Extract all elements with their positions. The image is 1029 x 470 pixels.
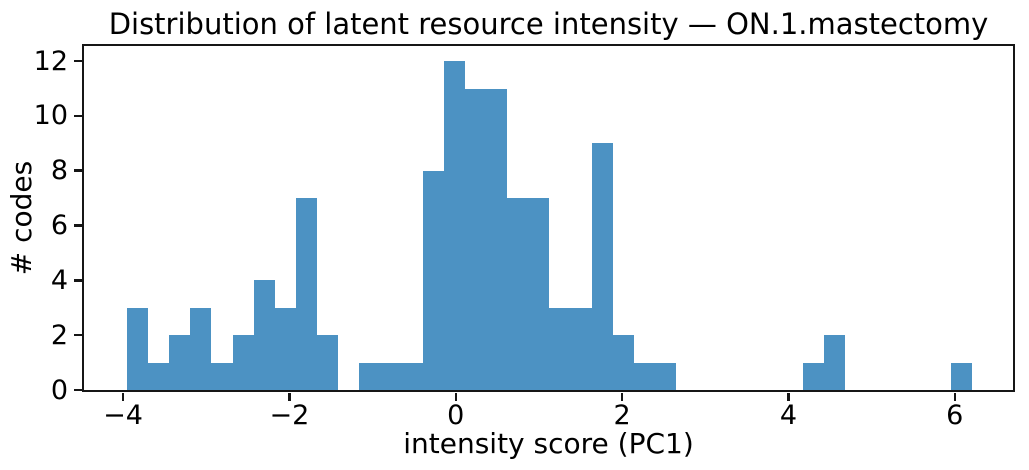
histogram-bar [950, 362, 972, 390]
histogram-bar [295, 198, 318, 390]
chart-title: Distribution of latent resource intensit… [108, 7, 989, 41]
histogram-bar [148, 362, 170, 390]
x-tick-mark [953, 392, 957, 401]
x-tick-label: 0 [447, 400, 465, 431]
x-tick-mark [121, 392, 125, 401]
y-tick-mark [73, 279, 82, 282]
y-tick-mark [73, 114, 82, 118]
histogram-bar [359, 362, 381, 390]
histogram-bar [591, 143, 613, 390]
y-tick-mark [73, 333, 82, 337]
y-tick-mark [73, 388, 82, 392]
histogram-bar [169, 335, 191, 390]
y-tick-label: 2 [50, 319, 68, 351]
histogram-bar [612, 335, 634, 390]
x-tick-mark [620, 392, 624, 401]
histogram-bar [824, 335, 846, 390]
histogram-bar [549, 307, 571, 390]
x-tick-label: 6 [946, 400, 964, 431]
x-tick-mark [288, 392, 291, 401]
histogram-bar [443, 61, 465, 390]
y-tick-label: 8 [50, 155, 68, 187]
histogram-bar [401, 362, 423, 390]
x-tick-label: 4 [779, 400, 798, 431]
histogram-bar [232, 335, 254, 390]
histogram-bar [253, 280, 275, 390]
histogram-bar [507, 198, 529, 390]
histogram-bar [655, 362, 677, 390]
y-tick-label: 6 [50, 210, 68, 242]
y-tick-label: 12 [33, 45, 68, 77]
y-tick-mark [73, 169, 82, 172]
histogram-bar [486, 88, 508, 390]
y-tick-mark [73, 224, 82, 227]
histogram-bar [802, 362, 825, 390]
histogram-bar [422, 170, 444, 390]
histogram-bar [190, 307, 212, 390]
plot-area [84, 46, 1013, 390]
y-tick-label: 4 [50, 264, 68, 296]
x-tick-label: −4 [103, 400, 143, 431]
x-tick-label: 2 [613, 400, 631, 431]
histogram-bar [211, 362, 233, 390]
x-tick-mark [787, 392, 790, 401]
histogram-bar [380, 362, 402, 390]
histogram-bar [570, 307, 592, 390]
histogram-bar [274, 307, 296, 390]
y-tick-mark [73, 59, 82, 63]
y-tick-label: 10 [33, 100, 68, 132]
histogram-bar [126, 307, 149, 390]
y-tick-label: 0 [50, 374, 68, 406]
x-axis-label: intensity score (PC1) [403, 427, 694, 460]
x-tick-label: −2 [269, 400, 310, 431]
x-tick-mark [454, 392, 458, 401]
histogram-bar [464, 88, 487, 390]
histogram-bar [528, 198, 550, 390]
histogram-bar [633, 362, 656, 390]
histogram-bar [317, 335, 339, 390]
